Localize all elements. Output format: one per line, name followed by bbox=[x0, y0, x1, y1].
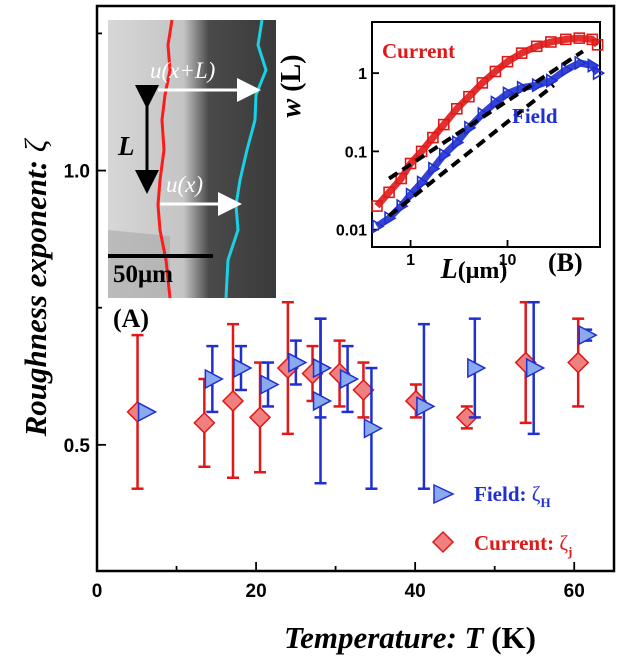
x-tick-label: 60 bbox=[564, 581, 585, 602]
legend-field-text: Field: bbox=[474, 482, 532, 506]
inset-y-tick-label: 0.01 bbox=[336, 223, 367, 240]
inset-y-tick-label: 1 bbox=[358, 66, 367, 83]
inset-y-tick-label: 0.1 bbox=[345, 144, 367, 161]
y-tick-label: 0.5 bbox=[64, 436, 91, 457]
panel-b-label: (B) bbox=[548, 248, 583, 277]
field-point bbox=[204, 368, 224, 390]
x-axis-title-unit: (K) bbox=[483, 620, 536, 655]
upper-displacement-label: u(x+L) bbox=[150, 58, 215, 83]
inset-y-title-arg: (L) bbox=[276, 54, 307, 98]
inset-x-title-symbol: L bbox=[440, 254, 458, 285]
field-point bbox=[467, 357, 487, 379]
legend-current-sub: j bbox=[567, 544, 572, 559]
panel-b-inset: 1 10 0.01 0.1 1 Current Field w (L) L(μm) (B… bbox=[276, 21, 606, 285]
inset-frame bbox=[371, 21, 601, 248]
legend-field-marker bbox=[433, 483, 455, 505]
field-point bbox=[525, 357, 546, 379]
main-plot-frame bbox=[95, 4, 616, 573]
legend-field-symbol: ζ bbox=[532, 482, 541, 506]
length-label: L bbox=[117, 131, 135, 161]
legend: Field: ζH Current: ζj bbox=[431, 482, 572, 559]
main-data-marks bbox=[126, 300, 598, 490]
current-point bbox=[455, 406, 478, 429]
cyan-domain-wall bbox=[224, 19, 268, 299]
field-point bbox=[416, 396, 436, 417]
current-point bbox=[221, 389, 245, 413]
inset-legend-field: Field bbox=[512, 104, 558, 128]
inset-x-title: L(μm) bbox=[440, 254, 508, 285]
panel-a-image: 50μm L u(x+L) u(x) (A) bbox=[108, 19, 276, 333]
legend-current-text: Current: bbox=[474, 531, 559, 555]
y-axis-title-prefix: Roughness exponent: bbox=[18, 152, 53, 437]
field-point bbox=[260, 374, 280, 395]
x-tick-label: 20 bbox=[246, 581, 267, 602]
x-tick-label: 0 bbox=[92, 581, 103, 602]
x-tick-label: 40 bbox=[405, 581, 426, 602]
panel-a-label: (A) bbox=[113, 304, 149, 333]
inset-x-tick-label: 1 bbox=[406, 252, 415, 269]
current-point bbox=[193, 411, 216, 434]
legend-current-symbol: ζ bbox=[559, 531, 568, 555]
field-point bbox=[312, 390, 333, 412]
inset-legend-current: Current bbox=[382, 39, 455, 63]
y-axis-title-symbol: ζ bbox=[18, 137, 53, 152]
x-axis-title-symbol: T bbox=[465, 620, 485, 655]
inset-x-tick-label: 10 bbox=[499, 252, 517, 269]
x-axis-title: Temperature: T (K) bbox=[284, 620, 536, 655]
legend-current-marker bbox=[431, 530, 455, 554]
main-ticks: 0 20 40 60 0.5 1.0 bbox=[64, 32, 585, 602]
field-point bbox=[363, 418, 384, 439]
red-domain-wall bbox=[156, 19, 174, 299]
inset-y-title: w (L) bbox=[276, 54, 307, 117]
field-point bbox=[578, 324, 598, 346]
legend-field-label: Field: ζH bbox=[474, 482, 551, 510]
y-axis-title: Roughness exponent: ζ bbox=[18, 137, 53, 437]
current-point bbox=[248, 406, 272, 429]
inset-current-curve bbox=[374, 34, 601, 209]
y-tick-label: 1.0 bbox=[64, 162, 90, 183]
field-point bbox=[288, 352, 308, 373]
inset-field-curve bbox=[374, 59, 601, 230]
inset-fit-line bbox=[387, 49, 585, 181]
current-point bbox=[352, 378, 375, 402]
current-point bbox=[567, 351, 590, 374]
inset-y-title-symbol: w bbox=[276, 99, 307, 118]
field-point bbox=[312, 357, 333, 379]
field-point bbox=[137, 401, 158, 423]
legend-field-sub: H bbox=[540, 495, 550, 510]
inset-x-title-unit: (μm) bbox=[458, 258, 508, 284]
inset-fit-line bbox=[387, 83, 555, 218]
x-axis-title-prefix: Temperature: bbox=[284, 620, 465, 655]
lower-displacement-label: u(x) bbox=[166, 172, 203, 197]
photo-lower-grey-region bbox=[108, 230, 170, 298]
inset-ticks: 1 10 0.01 0.1 1 bbox=[336, 66, 517, 269]
field-point bbox=[339, 368, 360, 390]
scale-bar-label: 50μm bbox=[113, 261, 173, 288]
legend-current-label: Current: ζj bbox=[474, 531, 572, 559]
inset-data-marks bbox=[371, 32, 606, 234]
field-point bbox=[233, 357, 253, 379]
